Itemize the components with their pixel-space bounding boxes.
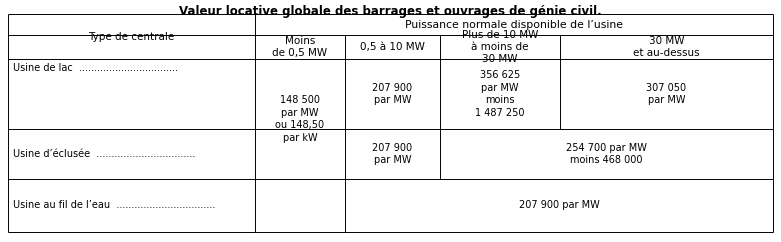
Text: Usine au fil de l’eau  .................................: Usine au fil de l’eau ..................… <box>13 201 216 211</box>
Text: 356 625
par MW
moins
1 487 250: 356 625 par MW moins 1 487 250 <box>476 70 525 118</box>
Text: 30 MW
et au-dessus: 30 MW et au-dessus <box>633 36 700 58</box>
Text: 307 050
par MW: 307 050 par MW <box>647 83 686 105</box>
Text: 254 700 par MW
moins 468 000: 254 700 par MW moins 468 000 <box>566 143 647 165</box>
Text: Puissance normale disponible de l’usine: Puissance normale disponible de l’usine <box>405 20 623 30</box>
Text: Usine de lac  .................................: Usine de lac ...........................… <box>13 63 178 73</box>
Text: 148 500
par MW
ou 148,50
par kW: 148 500 par MW ou 148,50 par kW <box>276 95 325 143</box>
Text: 0,5 à 10 MW: 0,5 à 10 MW <box>360 42 425 52</box>
Text: 207 900
par MW: 207 900 par MW <box>373 143 412 165</box>
Text: Type de centrale: Type de centrale <box>88 31 175 41</box>
Text: Usine d’éclusée  .................................: Usine d’éclusée ........................… <box>13 149 195 159</box>
Text: 207 900
par MW: 207 900 par MW <box>373 83 412 105</box>
Text: Moins
de 0,5 MW: Moins de 0,5 MW <box>273 36 327 58</box>
Text: Plus de 10 MW
à moins de
30 MW: Plus de 10 MW à moins de 30 MW <box>462 30 538 64</box>
Text: 207 900 par MW: 207 900 par MW <box>519 201 599 211</box>
Text: Valeur locative globale des barrages et ouvrages de génie civil.: Valeur locative globale des barrages et … <box>179 5 601 18</box>
